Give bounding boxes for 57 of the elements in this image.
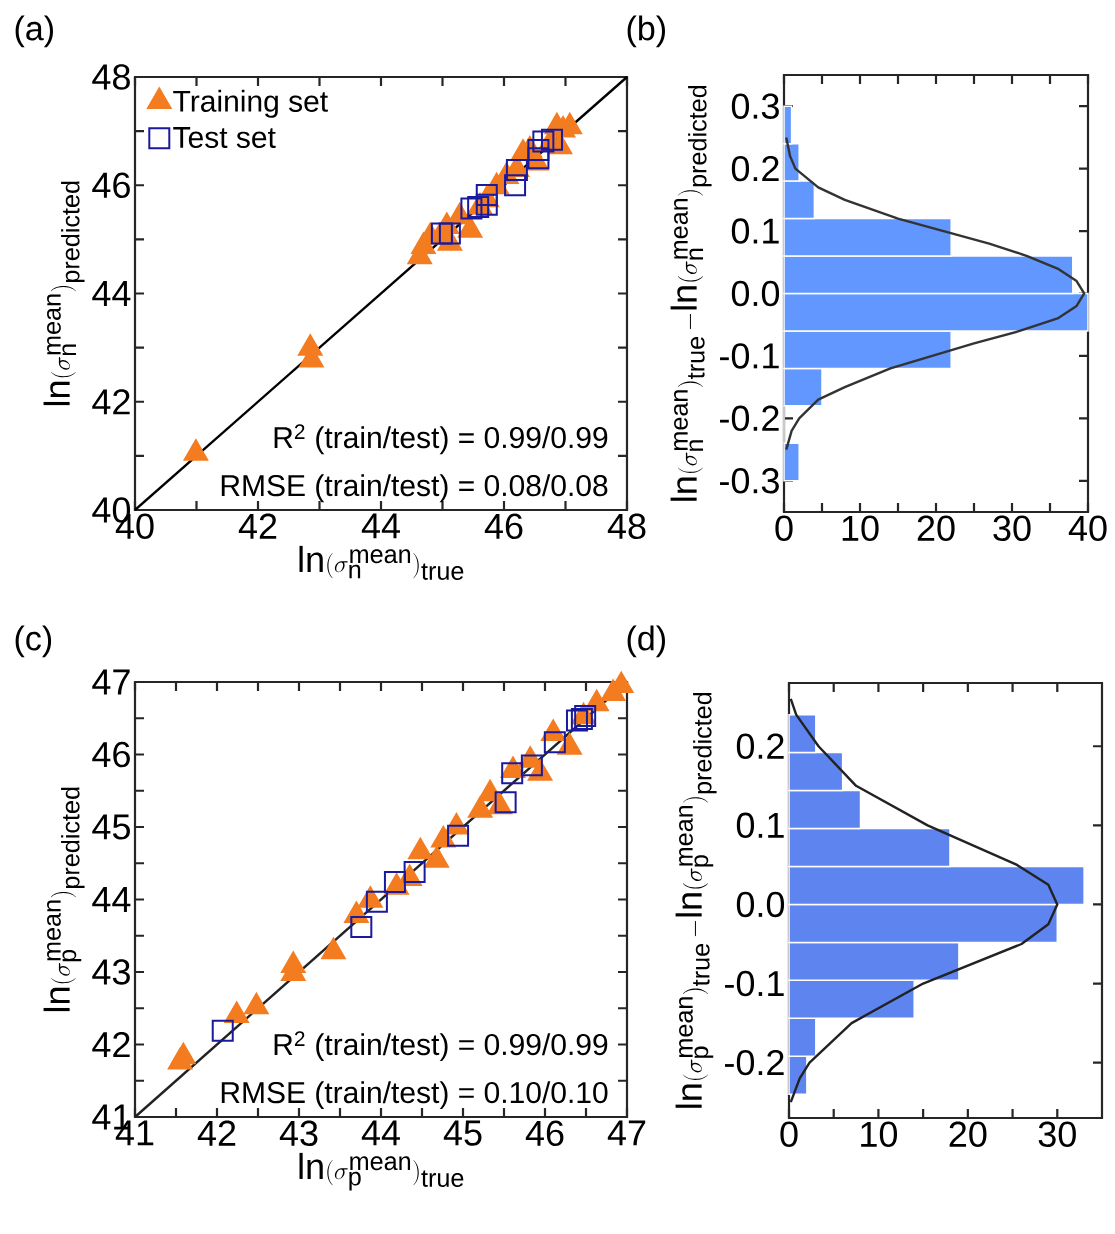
y-tick-label: 48	[92, 64, 130, 90]
y-tick-label: 0.3	[731, 93, 779, 119]
x-tick-label: 47	[607, 1120, 646, 1146]
x-tick-label: 43	[279, 1120, 318, 1147]
y-axis-title: $\mathrm{ln}(\sigma_{\mathrm{p}}^{\mathrm{mean}})_{\mathrm{predicted}}$	[43, 787, 85, 1012]
y-axis-title: $\mathrm{ln}(\sigma_{\mathrm{p}}^{\mathrm{mean}})_{\mathrm{true}}\,\mathrm{-ln}(\sigma_{\mathrm{p}}^{\mathrm{mean}})_{\mathrm{predicted}}$	[675, 692, 717, 1108]
x-tick-label: 45	[443, 1120, 482, 1146]
y-tick-label: 47	[92, 669, 130, 695]
y-tick-label: 0.1	[736, 812, 784, 839]
x-tick-label: 30	[993, 515, 1031, 542]
y-tick-label: 44	[92, 887, 131, 912]
y-tick-label: 0.2	[731, 155, 779, 182]
x-tick-label: 40	[1068, 515, 1107, 542]
y-tick-label: 44	[92, 281, 131, 306]
y-tick-label: -0.3	[720, 468, 779, 494]
x-tick-label: 0	[775, 515, 793, 542]
annotation: RMSE (train/test) = 0.08/0.08	[221, 474, 608, 503]
x-tick-label: 42	[197, 1120, 236, 1146]
x-axis-title: $\mathrm{ln}(\sigma_{\mathrm{p}}^{\mathrm{mean}})_{\mathrm{true}}$	[299, 1152, 464, 1191]
annotation: R$^{2}$ (train/test) = 0.99/0.99	[274, 424, 608, 455]
y-tick-label: -0.1	[725, 970, 784, 997]
x-tick-label: 48	[607, 513, 646, 540]
x-tick-label: 10	[861, 1121, 898, 1148]
y-tick-label: 46	[92, 172, 130, 198]
chart-title: (b)	[627, 15, 665, 48]
x-tick-label: 20	[917, 515, 955, 542]
x-tick-label: 44	[361, 1120, 400, 1146]
y-tick-label: 0.0	[736, 891, 785, 918]
y-tick-label: 0.1	[731, 218, 779, 244]
x-tick-label: 10	[842, 515, 879, 542]
chart-title: (c)	[15, 625, 52, 658]
y-tick-label: 42	[92, 389, 130, 415]
y-tick-label: -0.2	[720, 405, 779, 432]
y-tick-label: 43	[92, 959, 130, 985]
y-tick-label: 45	[92, 814, 130, 840]
x-axis-title: $\mathrm{ln}(\sigma_{\mathrm{n}}^{\mathrm{mean}})_{\mathrm{true}}$	[299, 545, 464, 580]
x-tick-label: 44	[361, 513, 400, 539]
annotation: R$^{2}$ (train/test) = 0.99/0.99	[274, 1031, 608, 1062]
annotation: RMSE (train/test) = 0.10/0.10	[221, 1081, 608, 1110]
chart-title: (a)	[15, 15, 53, 48]
y-tick-label: 0.2	[736, 733, 784, 759]
y-axis-title: $\mathrm{ln}(\sigma_{\mathrm{n}}^{\mathrm{mean}})_{\mathrm{predicted}}$	[43, 181, 85, 406]
x-tick-label: 20	[949, 1121, 987, 1148]
x-tick-label: 0	[780, 1121, 798, 1148]
chart-title: (d)	[627, 625, 665, 658]
y-tick-label: 42	[92, 1031, 130, 1058]
x-tick-label: 42	[238, 513, 277, 539]
x-tick-label: 46	[484, 513, 523, 540]
y-axis-title: $\mathrm{ln}(\sigma_{\mathrm{n}}^{\mathrm{mean}})_{\mathrm{true}}\,\mathrm{-ln}(\sigma_{\mathrm{n}}^{\mathrm{mean}})_{\mathrm{predicted}}$	[670, 85, 712, 501]
x-tick-label: 30	[1038, 1121, 1076, 1148]
y-tick-label: -0.2	[725, 1049, 784, 1076]
y-tick-label: 46	[92, 741, 130, 768]
x-tick-label: 46	[525, 1120, 564, 1147]
y-tick-label: 0.0	[731, 280, 780, 307]
legend-label: Test set	[173, 127, 276, 149]
y-tick-label: -0.1	[720, 343, 779, 369]
legend-label: Training set	[173, 89, 328, 118]
